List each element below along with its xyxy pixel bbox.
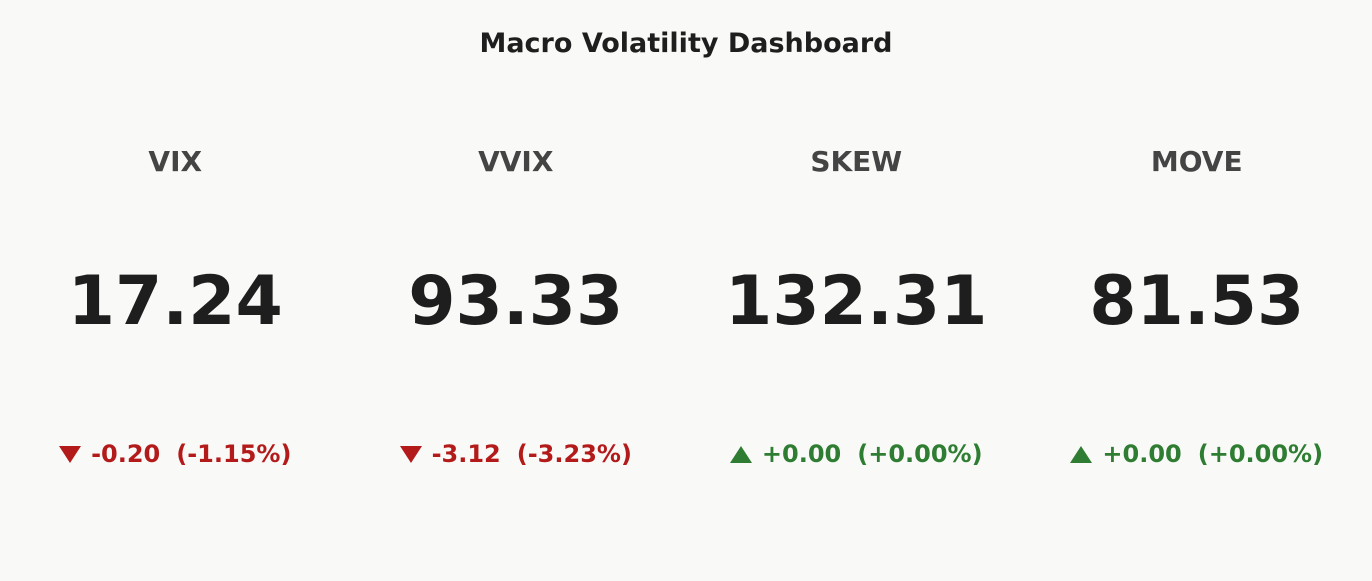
metric-card: MOVE 81.53 +0.00 (+0.00%) — [1027, 0, 1368, 581]
change-row: +0.00 (+0.00%) — [686, 440, 1027, 468]
change-row: -3.12 (-3.23%) — [346, 440, 687, 468]
metric-label: SKEW — [810, 145, 903, 178]
change-row: +0.00 (+0.00%) — [1027, 440, 1368, 468]
dashboard-title: Macro Volatility Dashboard — [479, 28, 893, 59]
change-value: -0.20 — [91, 440, 161, 468]
metric-value: 81.53 — [1089, 262, 1305, 341]
metric-value: 93.33 — [408, 262, 624, 341]
trend-arrow — [1070, 446, 1093, 463]
trend-arrow — [399, 446, 422, 463]
metric-label: VIX — [148, 145, 203, 178]
change-percent: (+0.00%) — [1197, 440, 1324, 468]
change-percent: (+0.00%) — [857, 440, 983, 468]
metric-value: 17.24 — [67, 262, 283, 341]
change-value: +0.00 — [761, 440, 842, 468]
trend-arrow — [729, 446, 752, 463]
metric-value: 132.31 — [725, 262, 988, 341]
metric-card: SKEW 132.31 +0.00 (+0.00%) — [686, 0, 1027, 581]
trend-triangle — [1070, 446, 1093, 463]
trend-arrow — [59, 446, 82, 463]
trend-triangle — [59, 446, 82, 463]
change-value: +0.00 — [1102, 440, 1182, 468]
trend-triangle — [729, 446, 752, 463]
change-percent: (-3.23%) — [516, 440, 632, 468]
metric-card: VIX 17.24 -0.20 (-1.15%) — [5, 0, 346, 581]
metric-label: VVIX — [478, 145, 554, 178]
change-row: -0.20 (-1.15%) — [5, 440, 346, 468]
trend-triangle — [399, 446, 422, 463]
metric-label: MOVE — [1150, 145, 1243, 178]
metric-card: VVIX 93.33 -3.12 (-3.23%) — [346, 0, 687, 581]
card-list: VIX 17.24 -0.20 (-1.15%) VVIX 93.33 -3.12 (-3.2… — [5, 0, 1367, 581]
change-percent: (-1.15%) — [176, 440, 292, 468]
change-value: -3.12 — [431, 440, 501, 468]
